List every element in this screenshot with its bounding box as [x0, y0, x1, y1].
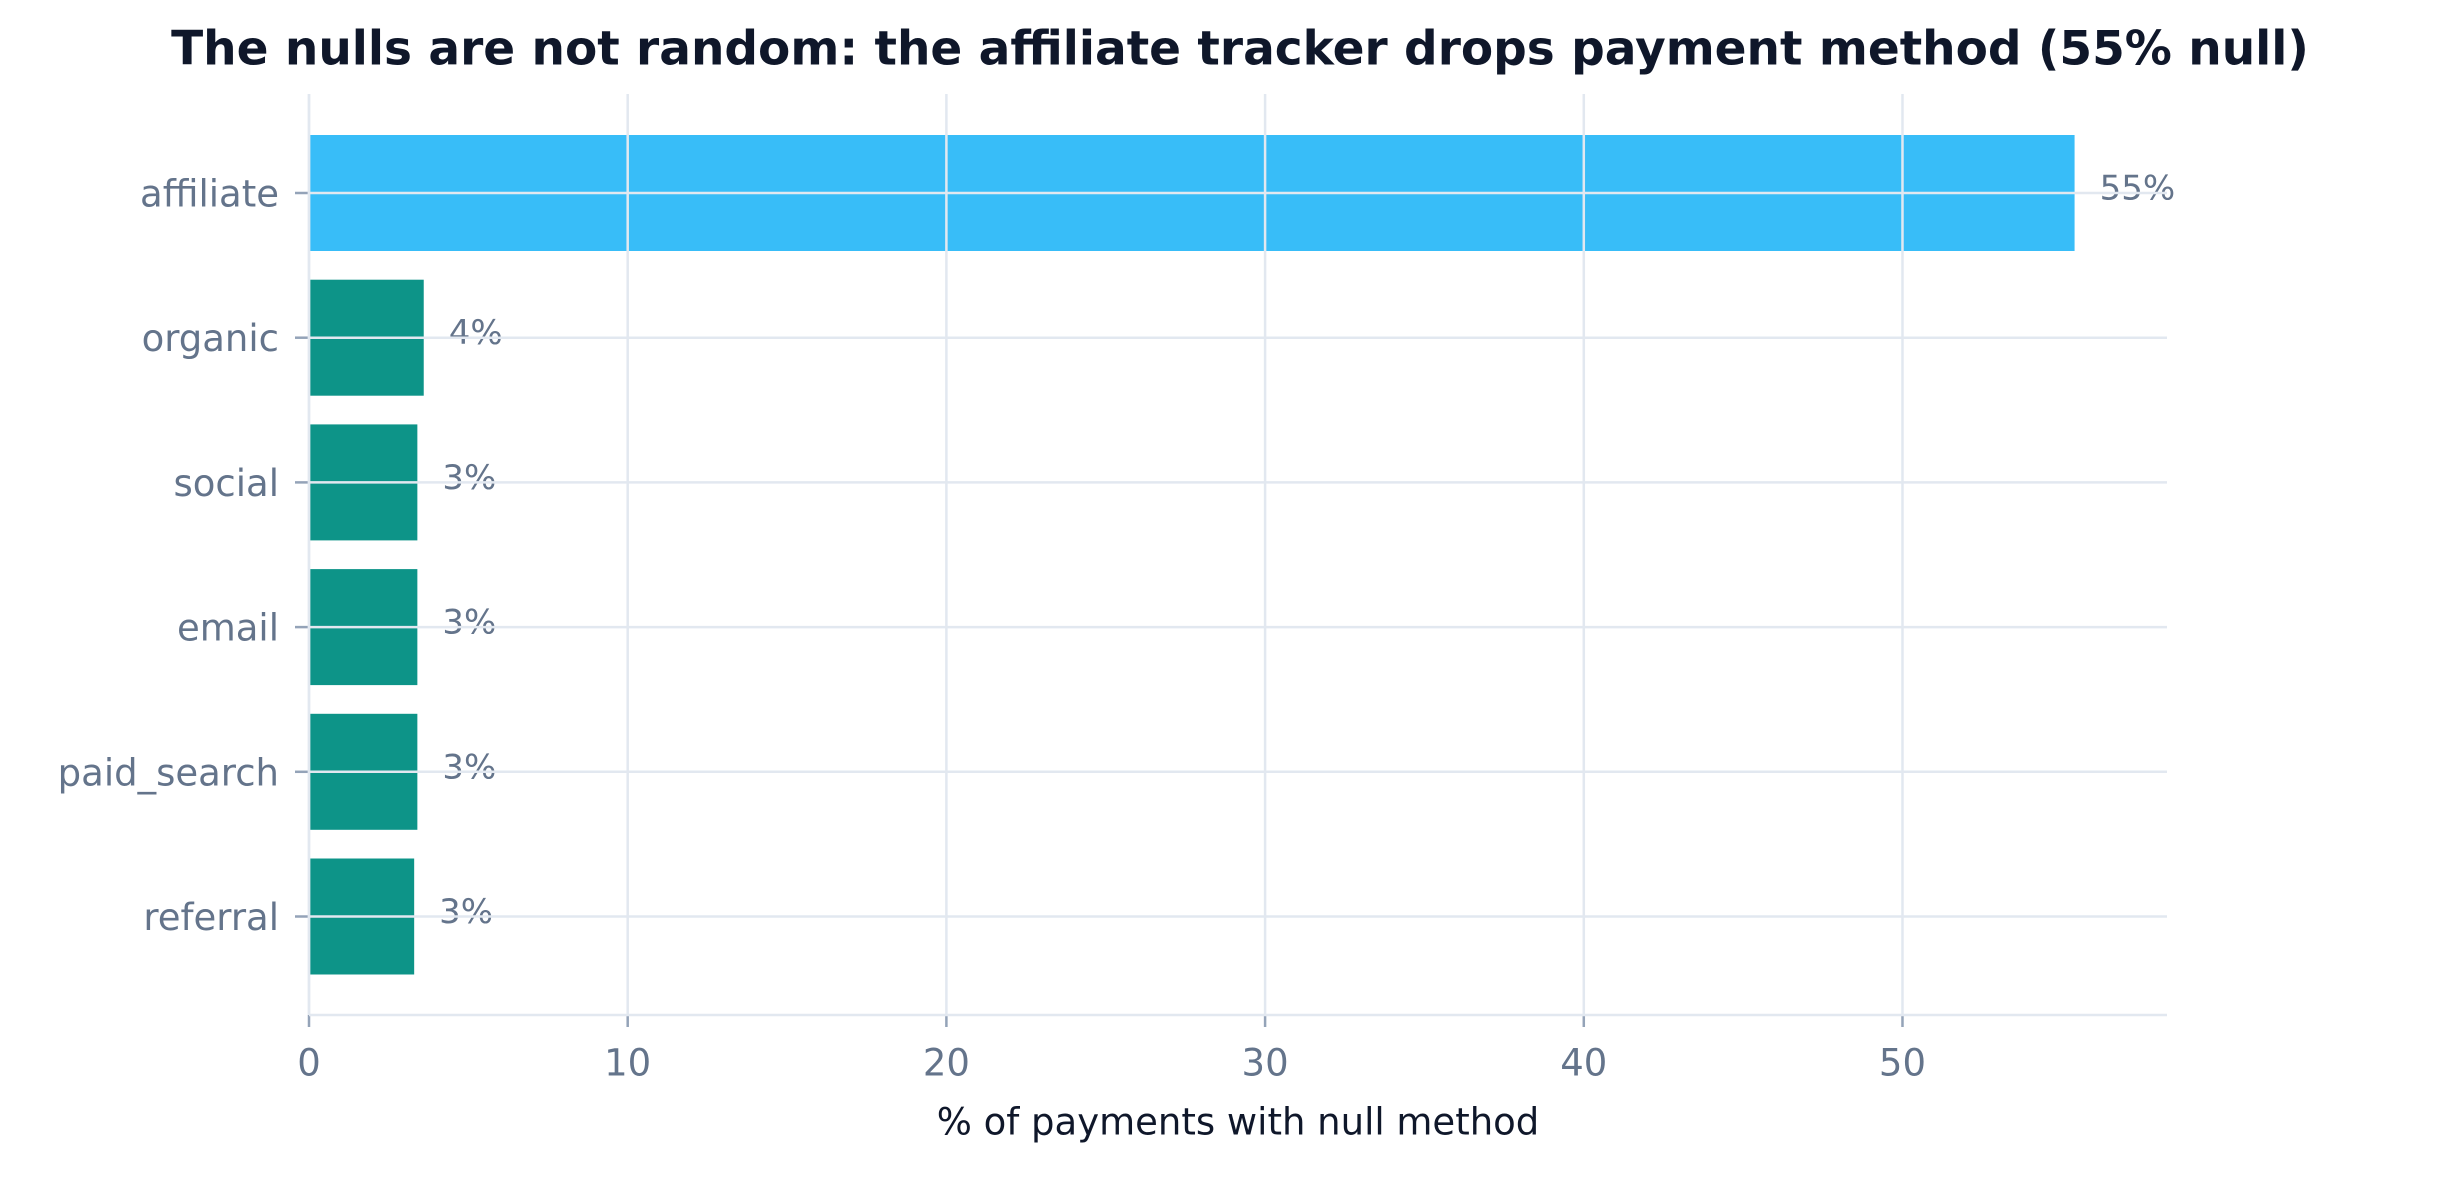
x-tick-label: 40: [1560, 1042, 1607, 1085]
chart-title: The nulls are not random: the affiliate …: [171, 22, 2309, 77]
y-tick-label: affiliate: [140, 173, 279, 216]
y-tick-label: referral: [143, 896, 279, 939]
x-tick-label: 30: [1242, 1042, 1289, 1085]
y-tick-label: social: [174, 462, 280, 505]
x-axis-label: % of payments with null method: [937, 1101, 1540, 1144]
x-tick-label: 0: [297, 1042, 321, 1085]
value-label: 4%: [449, 313, 503, 353]
y-tick-label: paid_search: [58, 751, 279, 794]
x-tick-label: 10: [604, 1042, 651, 1085]
y-tick-label: organic: [142, 317, 279, 360]
value-label: 3%: [442, 458, 496, 498]
x-tick-label: 50: [1879, 1042, 1926, 1085]
value-label: 3%: [439, 892, 493, 932]
value-label: 55%: [2100, 169, 2176, 209]
value-label: 3%: [442, 747, 496, 787]
x-tick-label: 20: [923, 1042, 970, 1085]
value-label: 3%: [442, 603, 496, 643]
y-tick-label: email: [177, 607, 279, 650]
